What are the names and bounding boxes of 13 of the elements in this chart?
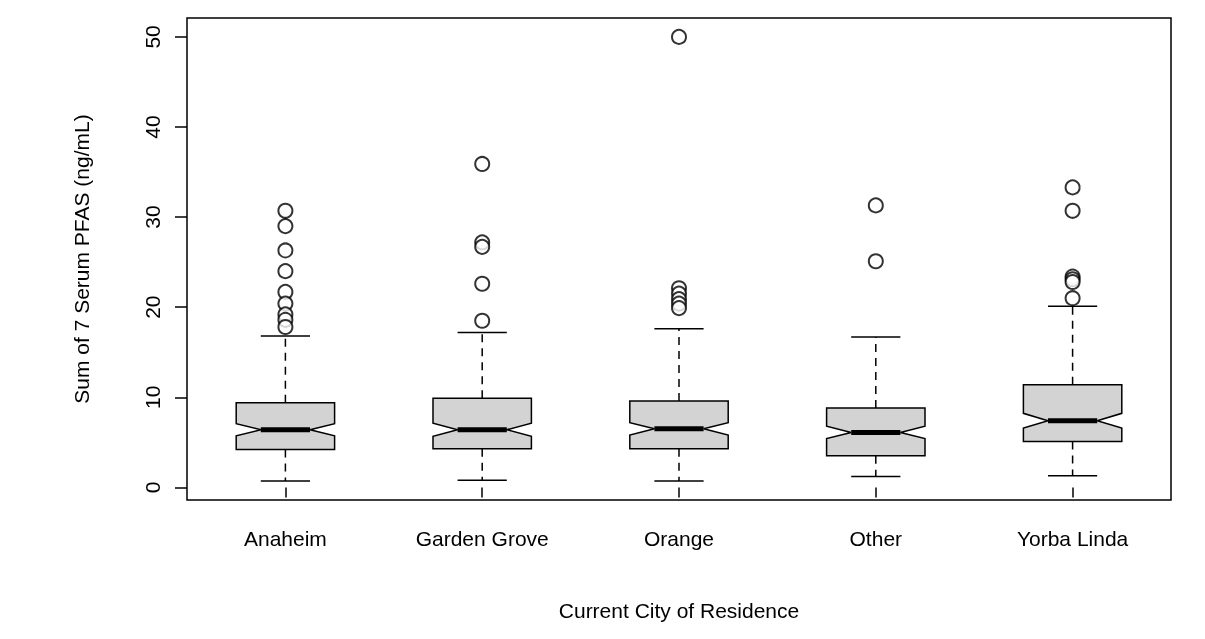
y-tick-label: 50 [141, 25, 164, 49]
y-tick-label: 20 [141, 295, 164, 319]
x-tick-label: Yorba Linda [1016, 527, 1129, 550]
x-axis-title: Current City of Residence [558, 599, 800, 622]
y-tick-label: 0 [141, 481, 164, 494]
x-tick-label: Anaheim [243, 527, 327, 550]
y-tick-label: 10 [141, 385, 164, 409]
y-axis-title: Sum of 7 Serum PFAS (ng/mL) [70, 114, 93, 404]
x-tick-label: Garden Grove [415, 527, 549, 550]
x-tick-label: Other [849, 527, 903, 550]
x-tick-label: Orange [643, 527, 715, 550]
y-tick-label: 30 [141, 205, 164, 229]
y-tick-label: 40 [141, 115, 164, 139]
